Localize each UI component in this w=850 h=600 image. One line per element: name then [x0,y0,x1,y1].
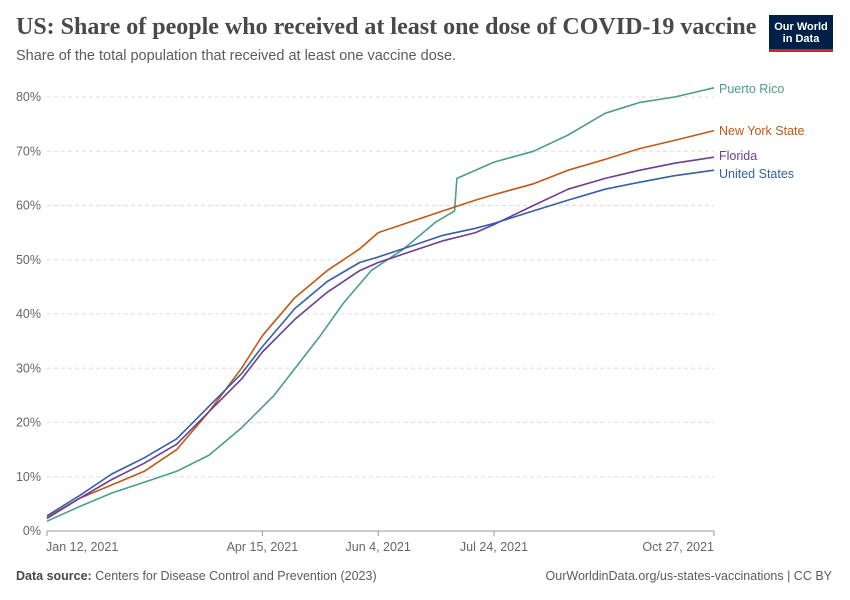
data-source-text[interactable]: Centers for Disease Control and Preventi… [95,569,377,583]
owid-logo[interactable]: Our World in Data [769,15,833,52]
series-label-united-states: United States [719,167,794,181]
y-tick-label: 20% [16,416,41,430]
series-label-new-york-state: New York State [719,124,805,138]
source-url[interactable]: OurWorldinData.org/us-states-vaccination… [545,569,832,583]
series-line-florida [46,156,715,520]
x-tick-label: Apr 15, 2021 [227,540,299,554]
x-tick-label: Jun 4, 2021 [346,540,411,554]
x-tick-label: Jan 12, 2021 [46,540,118,554]
x-tick-label: Oct 27, 2021 [642,540,714,554]
logo-line-1: Our World [774,21,828,33]
y-tick-label: 30% [16,361,41,375]
y-tick-label: 80% [16,90,41,104]
data-source-label: Data source: [16,569,92,583]
logo-line-2: in Data [782,33,820,45]
x-tick-label: Jul 24, 2021 [460,540,528,554]
y-tick-label: 50% [16,253,41,267]
data-source: Data source: Centers for Disease Control… [16,569,377,583]
series-label-puerto-rico: Puerto Rico [719,82,784,96]
chart-subtitle: Share of the total population that recei… [16,48,457,64]
y-tick-label: 60% [16,199,41,213]
y-tick-label: 70% [16,144,41,158]
chart-title: US: Share of people who received at leas… [16,14,757,40]
y-tick-label: 10% [16,470,41,484]
y-tick-label: 0% [23,524,41,538]
y-tick-label: 40% [16,307,41,321]
series-line-united-states [46,169,715,517]
series-label-florida: Florida [719,149,757,163]
series-line-new-york-state [46,129,715,519]
